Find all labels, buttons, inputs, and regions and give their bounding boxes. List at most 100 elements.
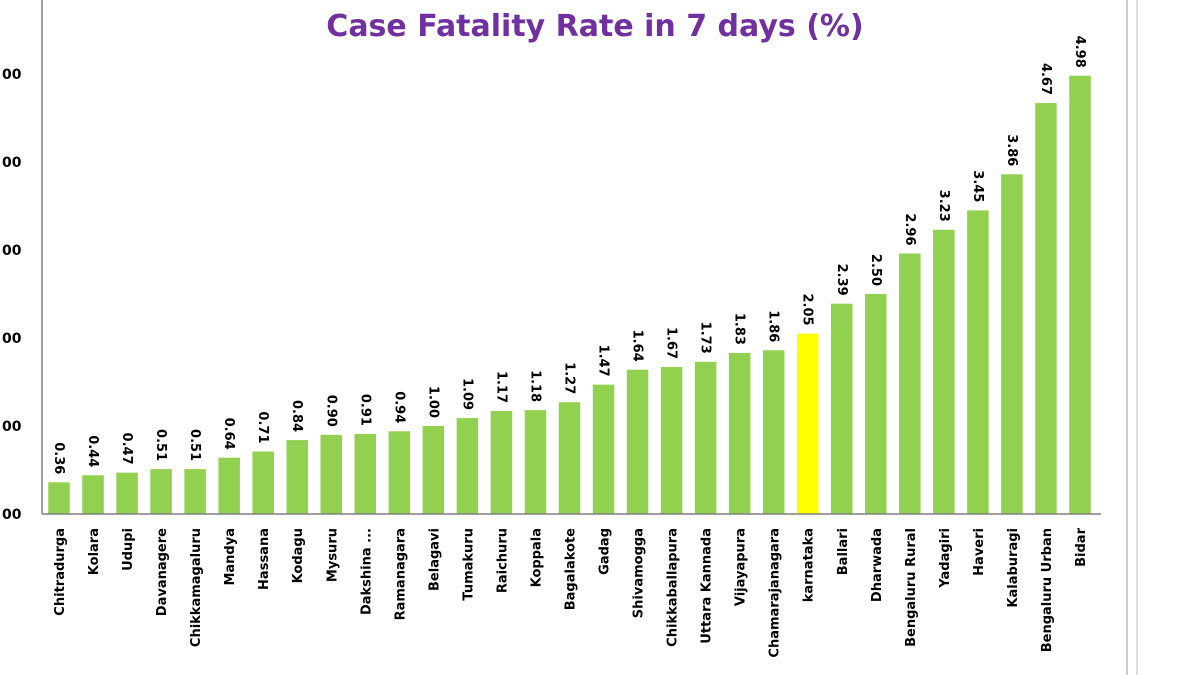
- value-label: 3.45: [970, 170, 985, 202]
- y-tick-label: 00: [2, 67, 22, 83]
- category-label: Kodagu: [291, 528, 306, 583]
- value-label: 0.64: [221, 418, 236, 450]
- category-label: Bidar: [1074, 527, 1089, 566]
- value-label: 0.84: [289, 400, 304, 432]
- category-label: Udupi: [121, 528, 136, 571]
- bar: [933, 229, 955, 514]
- bar: [490, 411, 513, 514]
- category-label: Belagavi: [427, 528, 442, 591]
- bar: [320, 434, 343, 514]
- bar: [184, 469, 206, 514]
- value-label: 1.17: [493, 371, 508, 403]
- bar: [1001, 174, 1023, 514]
- category-label: Tumakuru: [461, 528, 476, 601]
- bar: [388, 431, 411, 514]
- y-tick-label: 00: [2, 243, 22, 259]
- category-label: Chikkaballapura: [666, 528, 681, 647]
- bar: [286, 440, 308, 514]
- category-label: Dakshina ...: [359, 528, 374, 615]
- category-label: Ballari: [836, 528, 851, 575]
- value-label: 1.73: [698, 322, 713, 354]
- bar: [354, 433, 377, 514]
- value-label: 1.64: [630, 330, 645, 362]
- value-label: 0.44: [85, 435, 100, 467]
- category-labels: Chitradurga Kolara Udupi Davanagere Chikkama…: [53, 527, 1089, 657]
- category-label: Raichuru: [495, 528, 510, 593]
- bar: [660, 367, 683, 514]
- bar: [252, 451, 274, 514]
- value-label: 0.71: [255, 411, 270, 443]
- value-label: 0.94: [391, 391, 406, 423]
- value-label: 0.36: [51, 442, 66, 474]
- bar: [82, 475, 104, 514]
- value-label: 1.00: [425, 386, 440, 418]
- category-label: Dharwada: [870, 528, 885, 602]
- bar: [456, 418, 479, 514]
- value-label: 0.51: [153, 429, 168, 461]
- category-label: Kolara: [87, 528, 102, 575]
- value-label: 1.09: [459, 378, 474, 410]
- bars: [48, 75, 1091, 514]
- bar: [796, 333, 819, 514]
- value-label: 1.27: [562, 362, 577, 394]
- category-label: Mysuru: [325, 528, 340, 582]
- bar: [865, 294, 887, 514]
- category-label: Kalaburagi: [1006, 528, 1021, 608]
- y-tick-label: 00: [2, 155, 22, 171]
- category-label: Chikkamagaluru: [189, 528, 204, 647]
- category-label: Uttara Kannada: [700, 528, 715, 644]
- bar: [967, 210, 989, 514]
- category-label: Mandya: [223, 528, 238, 586]
- value-label: 0.47: [119, 433, 134, 465]
- category-label: Koppala: [529, 528, 544, 587]
- value-label: 0.91: [357, 394, 372, 426]
- value-label: 2.39: [834, 264, 849, 296]
- value-label: 0.90: [323, 395, 338, 427]
- bar: [48, 482, 70, 514]
- bar: [762, 350, 785, 514]
- bar: [1035, 103, 1057, 514]
- bar: [592, 384, 615, 514]
- value-labels: 0.36 0.44 0.47 0.51 0.51 0.64 0.71 0.84 0.90 0.91…: [51, 36, 1087, 475]
- chart-title: Case Fatality Rate in 7 days (%): [326, 9, 863, 44]
- category-label: Chitradurga: [53, 528, 68, 616]
- bar: [728, 352, 751, 514]
- bar: [524, 410, 547, 514]
- bar: [116, 472, 138, 514]
- value-label: 1.86: [766, 310, 781, 342]
- category-label: Ramanagara: [393, 528, 408, 620]
- value-label: 4.98: [1072, 36, 1087, 68]
- y-tick-label: 00: [2, 331, 22, 347]
- bar: [150, 469, 172, 514]
- bar: [558, 402, 581, 514]
- category-label: Shivamogga: [632, 528, 647, 618]
- category-label: karnataka: [802, 528, 817, 602]
- category-label: Bengaluru Rural: [904, 528, 919, 647]
- category-label: Gadag: [598, 528, 613, 575]
- value-label: 2.50: [868, 254, 883, 286]
- category-label: Haveri: [972, 528, 987, 576]
- category-label: Hassana: [257, 528, 272, 590]
- category-label: Bengaluru Urban: [1040, 528, 1055, 652]
- y-tick-label: 00: [2, 507, 22, 523]
- bar: [694, 361, 717, 514]
- value-label: 1.83: [732, 313, 747, 345]
- value-label: 0.51: [187, 429, 202, 461]
- bar: [831, 303, 853, 514]
- y-axis: 00 00 00 00 00 00: [2, 67, 22, 523]
- category-label: Davanagere: [155, 528, 170, 616]
- category-label: Vijayapura: [734, 528, 749, 606]
- bar: [218, 457, 240, 514]
- bar: [626, 369, 649, 514]
- category-label: Chamarajanagara: [768, 528, 783, 658]
- value-label: 3.86: [1004, 134, 1019, 166]
- value-label: 1.67: [664, 327, 679, 359]
- value-label: 4.67: [1038, 63, 1053, 95]
- bar: [422, 426, 445, 514]
- bar: [1069, 75, 1091, 514]
- value-label: 2.05: [800, 294, 815, 326]
- value-label: 2.96: [902, 213, 917, 245]
- value-label: 1.47: [596, 345, 611, 377]
- category-label: Bagalakote: [564, 528, 579, 610]
